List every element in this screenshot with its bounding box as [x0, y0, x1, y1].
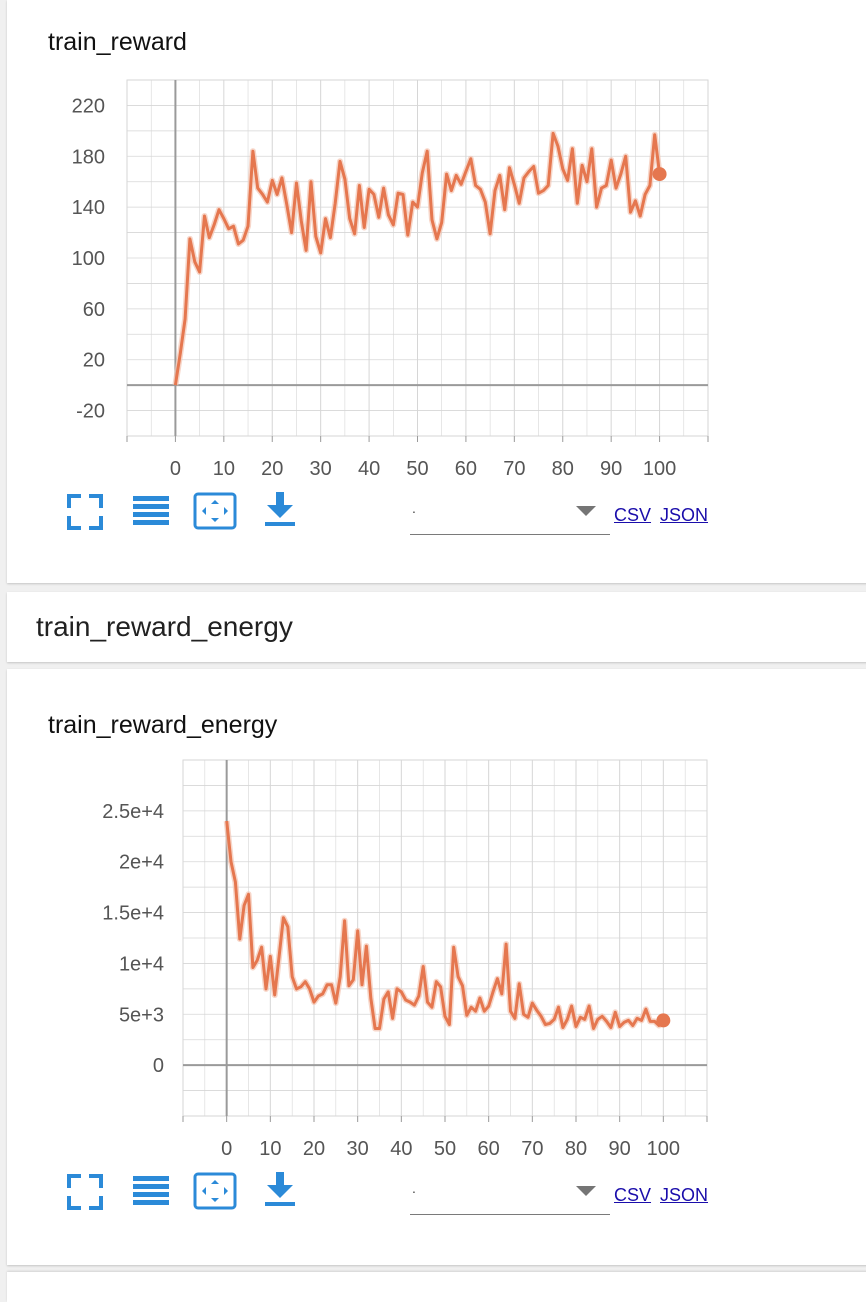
run-selector-dropdown[interactable]: . [410, 494, 610, 535]
data-table-icon[interactable] [131, 1172, 171, 1212]
y-tick-label: 5e+3 [119, 1004, 164, 1026]
y-tick-label: 100 [72, 248, 105, 270]
y-tick-label: 1e+4 [119, 953, 164, 975]
x-tick-label: 70 [521, 1138, 543, 1160]
y-tick-label: 180 [72, 146, 105, 168]
grid-lines [126, 79, 709, 437]
fit-domain-icon[interactable] [193, 1172, 237, 1212]
fullscreen-icon[interactable] [65, 492, 105, 532]
series-last-point [652, 167, 667, 182]
x-tick-label: 100 [643, 458, 676, 480]
run-selector-value: . [412, 500, 416, 516]
chevron-down-icon [576, 506, 596, 516]
x-tick-label: 0 [170, 458, 181, 480]
series-line [225, 820, 665, 1030]
section-header: train_reward_energy [7, 592, 866, 662]
run-selector-dropdown[interactable]: . [410, 1174, 610, 1215]
line-chart-train-reward[interactable]: 0 10 20 30 40 50 60 70 80 90 100 -20 20 60 100 140 180 22… [7, 0, 866, 490]
x-tick-label: 90 [600, 458, 622, 480]
x-tick-label: 30 [347, 1138, 369, 1160]
x-tick-label: 50 [434, 1138, 456, 1160]
x-tick-label: 40 [358, 458, 380, 480]
next-card-edge [7, 1272, 866, 1302]
y-tick-label: 0 [153, 1055, 164, 1077]
run-selector-value: . [412, 1180, 416, 1196]
x-tick-label: 40 [390, 1138, 412, 1160]
series-last-point [656, 1013, 671, 1028]
grid-lines [182, 759, 708, 1117]
x-tick-label: 20 [303, 1138, 325, 1160]
y-tick-label: 1.5e+4 [102, 903, 164, 925]
chart-card-train-reward: train_reward 0 10 20 30 40 50 60 70 80 90 100 -20 20… [7, 0, 866, 583]
y-tick-label: 60 [83, 299, 105, 321]
chart-card-train-reward-energy: train_reward_energy 0 10 20 30 40 50 60 70 80 90 1… [7, 669, 866, 1265]
chevron-down-icon [576, 1186, 596, 1196]
fit-domain-icon[interactable] [193, 492, 237, 532]
download-icon[interactable] [261, 492, 301, 532]
x-tick-label: 10 [259, 1138, 281, 1160]
csv-download-link[interactable]: CSV [614, 1185, 652, 1205]
x-tick-label: 80 [565, 1138, 587, 1160]
x-tick-label: 20 [261, 458, 283, 480]
y-tick-label: 20 [83, 350, 105, 372]
x-tick-label: 0 [221, 1138, 232, 1160]
series-line [173, 131, 662, 386]
x-tick-label: 70 [503, 458, 525, 480]
y-tick-label: 140 [72, 197, 105, 219]
x-tick-label: 10 [213, 458, 235, 480]
download-icon[interactable] [261, 1172, 301, 1212]
data-table-icon[interactable] [131, 492, 171, 532]
x-tick-label: 60 [455, 458, 477, 480]
x-tick-label: 50 [406, 458, 428, 480]
x-tick-label: 100 [647, 1138, 680, 1160]
section-title: train_reward_energy [36, 611, 293, 642]
csv-download-link[interactable]: CSV [614, 505, 652, 525]
chart-toolbar: . CSV JSON [65, 492, 725, 535]
json-download-link[interactable]: JSON [660, 505, 709, 525]
chart-title: train_reward_energy [48, 711, 278, 739]
x-tick-label: 90 [609, 1138, 631, 1160]
x-tick-label: 80 [552, 458, 574, 480]
fullscreen-icon[interactable] [65, 1172, 105, 1212]
chart-toolbar: . CSV JSON [65, 1172, 725, 1215]
x-tick-label: 30 [310, 458, 332, 480]
y-tick-label: -20 [76, 401, 105, 423]
line-chart-train-reward-energy[interactable]: 0 10 20 30 40 50 60 70 80 90 100 0 5e+3 1e+4 1.5e+4 2e+… [7, 669, 866, 1169]
y-tick-label: 2e+4 [119, 852, 164, 874]
y-tick-label: 220 [72, 95, 105, 117]
x-tick-label: 60 [478, 1138, 500, 1160]
y-tick-label: 2.5e+4 [102, 801, 164, 823]
chart-title: train_reward [48, 28, 187, 56]
json-download-link[interactable]: JSON [660, 1185, 709, 1205]
